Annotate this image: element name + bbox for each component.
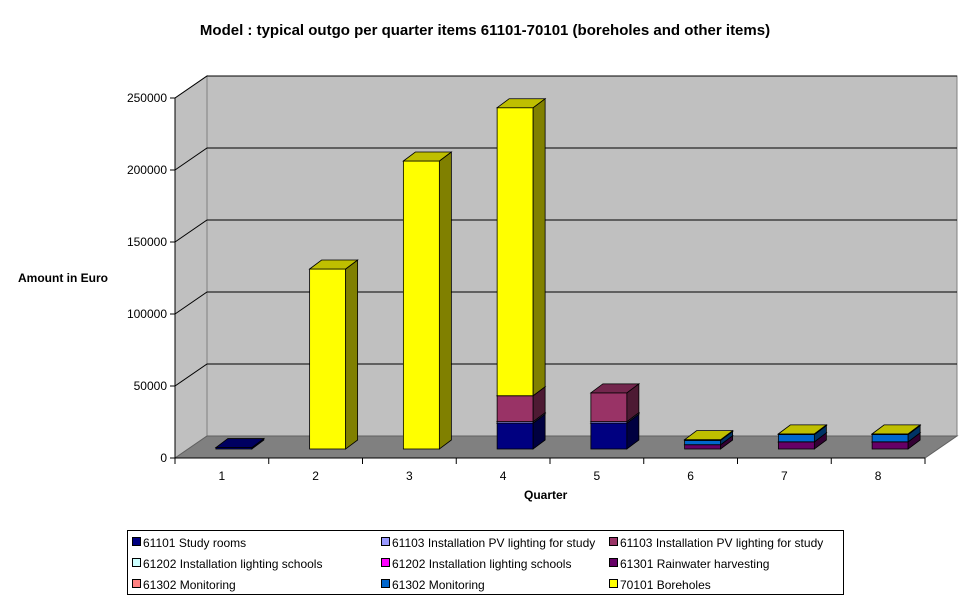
bar-front bbox=[684, 439, 722, 446]
bar-stack-1 bbox=[214, 437, 266, 450]
bar-segment bbox=[683, 429, 734, 442]
bar-front bbox=[777, 441, 815, 450]
y-axis: 0 50000 100000 150000 200000 250000 bbox=[127, 91, 925, 465]
gridline bbox=[174, 291, 957, 315]
chart-plot: 0 50000 100000 150000 200000 250000 1 2 3 4 5 6 7 8 bbox=[127, 75, 959, 483]
legend-item: 70101 Boreholes bbox=[609, 578, 711, 592]
bar-stack-8 bbox=[870, 424, 922, 450]
bar-segment bbox=[495, 97, 547, 397]
legend-label: 61103 Installation PV lighting for study bbox=[620, 536, 824, 550]
bar-top bbox=[683, 430, 734, 441]
bar-front bbox=[590, 392, 628, 423]
chart-title: Model : typical outgo per quarter items … bbox=[199, 22, 771, 39]
y-tick-label: 50000 bbox=[134, 379, 168, 393]
x-tick-label: 2 bbox=[312, 469, 319, 483]
y-tick-label: 100000 bbox=[127, 307, 167, 321]
bar-stack-6 bbox=[683, 429, 734, 450]
legend-label: 61101 Study rooms bbox=[143, 536, 247, 550]
bars bbox=[214, 97, 922, 450]
bar-segment bbox=[777, 424, 828, 436]
bar-top bbox=[495, 98, 547, 109]
legend-swatch bbox=[609, 537, 618, 546]
x-axis-label: Quarter bbox=[524, 488, 568, 502]
legend-label: 61103 Installation PV lighting for study bbox=[392, 536, 596, 550]
plot-area bbox=[173, 75, 959, 459]
legend-item: 61301 Rainwater harvesting bbox=[609, 557, 769, 571]
bar-side bbox=[532, 97, 546, 397]
bar-front bbox=[684, 444, 722, 450]
bar-side bbox=[345, 259, 359, 450]
bar-front bbox=[871, 434, 909, 443]
legend-item: 61302 Monitoring bbox=[381, 578, 485, 592]
x-tick-label: 8 bbox=[875, 469, 882, 483]
legend-label: 61302 Monitoring bbox=[143, 578, 236, 592]
legend-item: 61101 Study rooms bbox=[132, 536, 246, 550]
y-tick-label: 0 bbox=[160, 451, 167, 465]
bar-top bbox=[589, 383, 641, 394]
legend-item: 61202 Installation lighting schools bbox=[381, 557, 571, 571]
legend-swatch bbox=[132, 558, 141, 567]
bar-stack-7 bbox=[777, 424, 828, 450]
legend-swatch bbox=[132, 579, 141, 588]
x-tick-label: 5 bbox=[594, 469, 601, 483]
legend-item: 61202 Installation lighting schools bbox=[132, 557, 322, 571]
bar-stack-2 bbox=[308, 259, 359, 450]
bar-front bbox=[402, 160, 440, 450]
legend-swatch bbox=[381, 579, 390, 588]
legend-label: 61202 Installation lighting schools bbox=[143, 557, 323, 571]
legend-swatch bbox=[609, 558, 618, 567]
gridline bbox=[174, 219, 957, 243]
x-tick-label: 1 bbox=[219, 469, 226, 483]
bar-front bbox=[496, 395, 534, 423]
floor bbox=[173, 435, 959, 459]
bar-top bbox=[870, 424, 922, 435]
legend-label: 61301 Rainwater harvesting bbox=[620, 557, 770, 571]
legend-swatch bbox=[132, 537, 141, 546]
bar-segment bbox=[402, 151, 453, 450]
y-tick-label: 250000 bbox=[127, 91, 167, 105]
bar-top bbox=[402, 151, 453, 162]
bar-front bbox=[309, 268, 347, 450]
gridline bbox=[174, 75, 957, 99]
legend-swatch bbox=[381, 558, 390, 567]
y-tick-label: 150000 bbox=[127, 235, 167, 249]
x-tick-label: 4 bbox=[500, 469, 507, 483]
bar-stack-5 bbox=[589, 383, 641, 450]
legend-label: 61302 Monitoring bbox=[392, 578, 485, 592]
bar-top bbox=[214, 438, 266, 448]
x-tick-label: 7 bbox=[781, 469, 788, 483]
bar-top bbox=[308, 259, 359, 270]
legend-item: 61103 Installation PV lighting for study bbox=[381, 536, 595, 550]
bar-front bbox=[496, 107, 534, 397]
bar-front bbox=[777, 434, 815, 443]
x-tick-label: 3 bbox=[406, 469, 413, 483]
x-axis: 1 2 3 4 5 6 7 8 bbox=[174, 458, 926, 483]
side-wall bbox=[174, 75, 208, 459]
legend-swatch bbox=[609, 579, 618, 588]
bar-stack-4 bbox=[495, 97, 547, 450]
bar-front bbox=[590, 422, 628, 450]
bar-segment bbox=[870, 424, 922, 436]
y-tick-label: 200000 bbox=[127, 163, 167, 177]
y-axis-label: Amount in Euro bbox=[18, 271, 108, 285]
bar-side bbox=[438, 151, 452, 450]
legend-item: 61302 Monitoring bbox=[132, 578, 236, 592]
legend-swatch bbox=[381, 537, 390, 546]
legend-label: 61202 Installation lighting schools bbox=[392, 557, 572, 571]
bar-segment bbox=[589, 383, 641, 423]
bar-stack-3 bbox=[402, 151, 453, 450]
bar-segment bbox=[308, 259, 359, 450]
gridline bbox=[174, 147, 957, 171]
legend-label: 70101 Boreholes bbox=[620, 578, 711, 592]
x-tick-label: 6 bbox=[687, 469, 694, 483]
bar-front bbox=[496, 422, 534, 450]
bar-front bbox=[871, 441, 909, 450]
gridline bbox=[174, 363, 957, 387]
bar-segment bbox=[214, 437, 266, 450]
bar-top bbox=[777, 424, 828, 435]
legend: 61101 Study rooms 61103 Installation PV l… bbox=[127, 530, 844, 595]
legend-item: 61103 Installation PV lighting for study bbox=[609, 536, 823, 550]
